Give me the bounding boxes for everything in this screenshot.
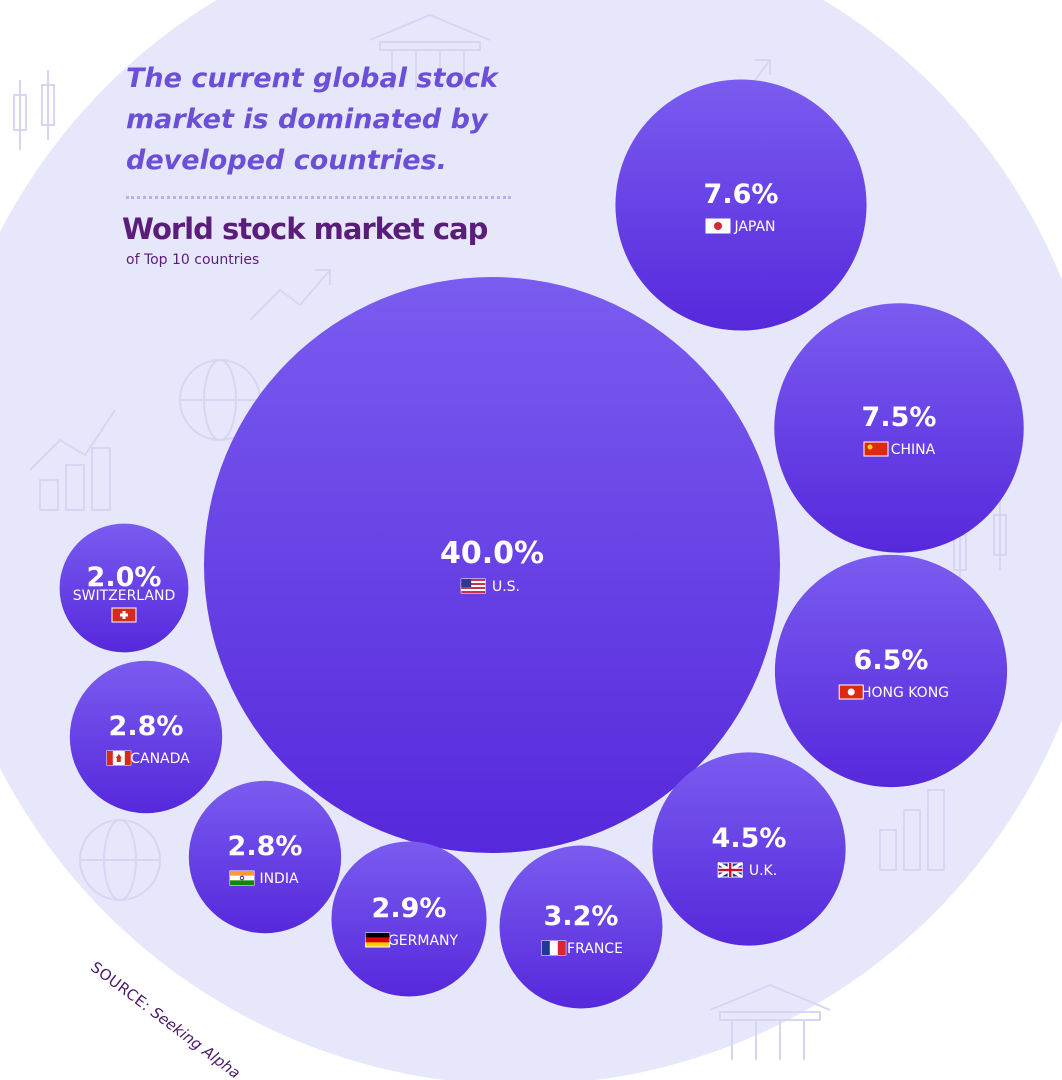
arrow-up-icon — [249, 269, 331, 321]
bank-building-icon — [709, 983, 831, 1060]
bubble-value: 2.8% — [228, 831, 303, 862]
switzerland-flag-icon — [111, 607, 137, 623]
india-flag-icon — [229, 870, 255, 886]
bubble-value: 2.0% — [87, 562, 162, 593]
bubble-circle — [615, 79, 867, 331]
bubble-country-label: INDIA — [259, 871, 299, 887]
bubble-u-s: 40.0% U.S. — [204, 277, 780, 853]
us-flag-icon — [460, 578, 486, 594]
bubble-value: 7.6% — [704, 179, 779, 210]
bubble-circle — [774, 303, 1024, 553]
bubble-country-label: CHINA — [891, 442, 936, 458]
bubble-switzerland: 2.0%SWITZERLAND — [59, 523, 189, 653]
bubble-circle — [652, 752, 846, 946]
bubble-india: 2.8% INDIA — [188, 780, 342, 934]
bubble-canada: 2.8% CANADA — [69, 660, 223, 814]
bubble-u-k: 4.5% U.K. — [652, 752, 846, 946]
bubble-circle — [204, 277, 780, 853]
bubble-hong-kong: 6.5% HONG KONG — [774, 554, 1008, 788]
bubble-circle — [59, 523, 189, 653]
bubble-germany: 2.9% GERMANY — [331, 841, 487, 997]
bubble-value: 2.8% — [109, 711, 184, 742]
china-flag-icon — [863, 441, 889, 457]
bubble-japan: 7.6% JAPAN — [615, 79, 867, 331]
bubble-value: 3.2% — [544, 901, 619, 932]
germany-flag-icon — [365, 932, 391, 948]
divider — [126, 196, 511, 199]
bubble-circle — [499, 845, 663, 1009]
growth-chart-icon — [29, 409, 116, 511]
chart-subtitle: of Top 10 countries — [126, 252, 260, 268]
bubble-country-label: U.S. — [492, 579, 520, 595]
bubble-circle — [69, 660, 223, 814]
bubble-circle — [331, 841, 487, 997]
decorative-background-icons — [13, 13, 1007, 1060]
candlestick-icon — [13, 70, 55, 150]
bubble-country-label: SWITZERLAND — [73, 588, 176, 604]
bubble-country-label: FRANCE — [567, 941, 623, 957]
japan-flag-icon — [705, 218, 731, 234]
bubble-france: 3.2% FRANCE — [499, 845, 663, 1009]
chart-title: World stock market cap — [122, 212, 488, 246]
uk-flag-icon — [717, 861, 743, 879]
bubble-value: 6.5% — [854, 645, 929, 676]
bubble-value: 2.9% — [372, 893, 447, 924]
hong-kong-flag-icon — [838, 684, 864, 700]
growth-chart-icon — [879, 789, 945, 871]
bubble-value: 7.5% — [862, 402, 937, 433]
bubble-circle — [774, 554, 1008, 788]
bubble-country-label: JAPAN — [733, 219, 775, 235]
bubble-value: 4.5% — [712, 823, 787, 854]
canada-flag-icon — [106, 750, 132, 766]
france-flag-icon — [541, 940, 567, 956]
bubble-country-label: CANADA — [130, 751, 190, 767]
globe-icon — [79, 819, 161, 901]
bubble-country-label: U.K. — [749, 863, 777, 879]
headline: The current global stock market is domin… — [126, 63, 498, 176]
bubble-country-label: GERMANY — [388, 933, 459, 949]
bubble-china: 7.5% CHINA — [774, 303, 1024, 553]
bubble-value: 40.0% — [440, 536, 544, 571]
bank-building-icon — [369, 13, 491, 90]
bubble-country-label: HONG KONG — [861, 685, 949, 701]
bubble-circle — [188, 780, 342, 934]
